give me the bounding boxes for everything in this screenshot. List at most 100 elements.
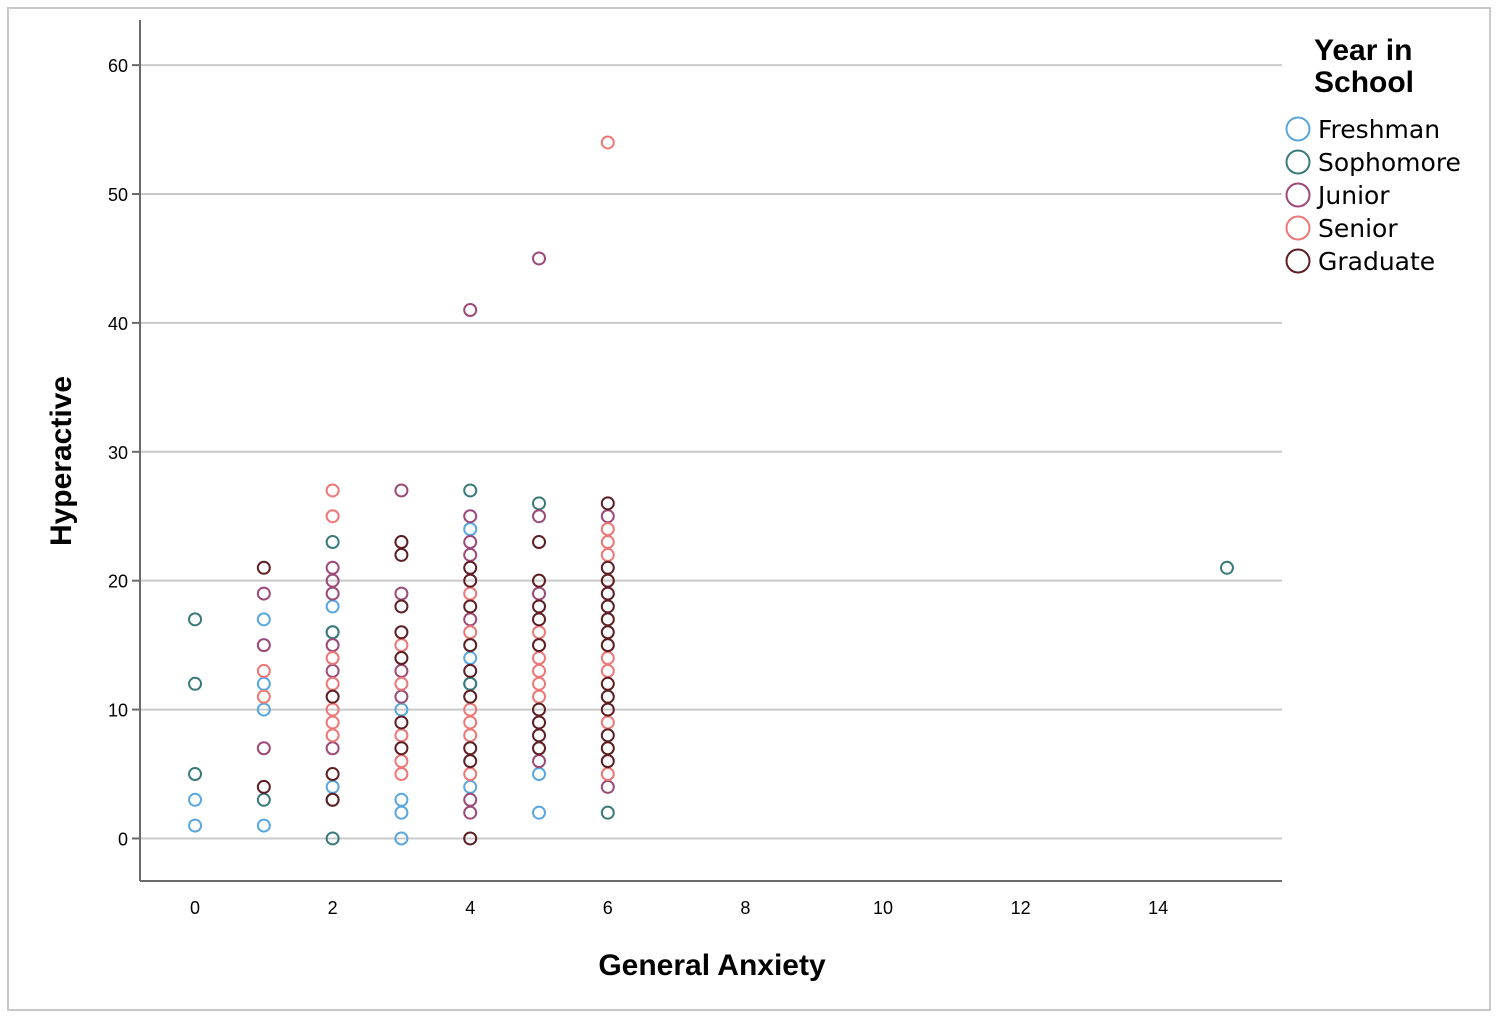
axes: 0 10 20 30 40 50 60 0 2 4 6 8 10 12 14: [108, 20, 1282, 918]
data-point: [256, 612, 271, 627]
legend-marker-graduate: [1285, 248, 1311, 274]
data-point: [600, 535, 615, 550]
data-point: [463, 586, 478, 601]
data-point: [600, 135, 615, 150]
legend-label-senior: Senior: [1318, 214, 1398, 243]
data-point: [463, 754, 478, 769]
legend-label-graduate: Graduate: [1318, 247, 1435, 276]
data-points: [188, 135, 1234, 846]
legend-title: Year in School: [1314, 34, 1414, 99]
data-point: [463, 779, 478, 794]
data-point: [532, 676, 547, 691]
data-point: [463, 638, 478, 653]
data-point: [463, 663, 478, 678]
data-point: [463, 715, 478, 730]
data-point: [463, 805, 478, 820]
data-point: [532, 805, 547, 820]
series-junior: [256, 251, 615, 820]
data-point: [325, 792, 340, 807]
y-tick-label: 20: [108, 572, 128, 592]
y-tick-label: 0: [118, 829, 128, 849]
legend: Year in School Freshman Sophomore Junior Seni…: [1285, 34, 1461, 276]
legend-marker-junior: [1285, 182, 1311, 208]
data-point: [600, 560, 615, 575]
data-point: [463, 625, 478, 640]
data-point: [394, 715, 409, 730]
data-point: [463, 612, 478, 627]
data-point: [600, 625, 615, 640]
data-point: [532, 509, 547, 524]
data-point: [394, 728, 409, 743]
x-tick-label: 4: [465, 898, 475, 918]
data-point: [532, 741, 547, 756]
data-point: [256, 676, 271, 691]
data-point: [463, 689, 478, 704]
data-point: [532, 586, 547, 601]
data-point: [600, 663, 615, 678]
legend-marker-freshman: [1285, 116, 1311, 142]
data-point: [532, 612, 547, 627]
data-point: [394, 689, 409, 704]
legend-label-junior: Junior: [1316, 181, 1390, 210]
data-point: [463, 483, 478, 498]
data-point: [600, 676, 615, 691]
series-freshman: [188, 522, 547, 846]
data-point: [394, 805, 409, 820]
data-point: [325, 831, 340, 846]
legend-label-sophomore: Sophomore: [1318, 148, 1461, 177]
data-point: [394, 625, 409, 640]
data-point: [188, 792, 203, 807]
data-point: [325, 779, 340, 794]
x-tick-label: 10: [873, 898, 893, 918]
data-point: [600, 599, 615, 614]
series-graduate: [256, 496, 615, 846]
y-tick-label: 10: [108, 701, 128, 721]
data-point: [600, 547, 615, 562]
data-point: [600, 586, 615, 601]
data-point: [463, 522, 478, 537]
data-point: [394, 676, 409, 691]
data-point: [463, 509, 478, 524]
x-tick-label: 0: [190, 898, 200, 918]
data-point: [325, 663, 340, 678]
data-point: [600, 689, 615, 704]
x-tick-label: 14: [1148, 898, 1168, 918]
data-point: [256, 792, 271, 807]
data-point: [256, 586, 271, 601]
data-point: [600, 522, 615, 537]
data-point: [463, 599, 478, 614]
data-point: [600, 638, 615, 653]
x-axis-title: General Anxiety: [598, 949, 826, 982]
data-point: [600, 741, 615, 756]
data-point: [600, 715, 615, 730]
data-point: [188, 676, 203, 691]
data-point: [463, 547, 478, 562]
x-tick-label: 6: [603, 898, 613, 918]
data-point: [532, 651, 547, 666]
data-point: [394, 599, 409, 614]
data-point: [188, 612, 203, 627]
data-point: [325, 728, 340, 743]
data-point: [600, 754, 615, 769]
data-point: [1219, 560, 1234, 575]
data-point: [463, 535, 478, 550]
data-point: [532, 689, 547, 704]
y-tick-label: 40: [108, 314, 128, 334]
legend-marker-sophomore: [1285, 149, 1311, 175]
data-point: [394, 535, 409, 550]
data-point: [463, 651, 478, 666]
data-point: [325, 535, 340, 550]
data-point: [532, 599, 547, 614]
data-point: [325, 638, 340, 653]
x-tick-label: 12: [1011, 898, 1031, 918]
data-point: [532, 638, 547, 653]
data-point: [256, 689, 271, 704]
data-point: [463, 676, 478, 691]
data-point: [256, 741, 271, 756]
data-point: [532, 702, 547, 717]
data-point: [463, 728, 478, 743]
data-point: [325, 767, 340, 782]
gridlines: [140, 64, 1282, 840]
x-tick-label: 8: [740, 898, 750, 918]
